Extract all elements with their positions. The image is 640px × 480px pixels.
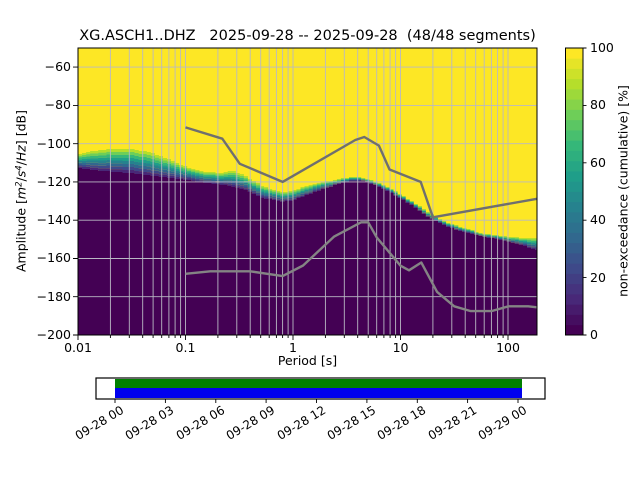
x-tick-label: 0.01 <box>64 340 92 355</box>
y-tick-label: −100 <box>36 135 71 151</box>
plot-frame <box>77 47 538 336</box>
x-tick-label: 10 <box>392 340 409 355</box>
y-tick-label: −180 <box>36 288 71 304</box>
low-noise-model-line <box>185 221 538 313</box>
colorbar-step <box>565 201 583 213</box>
colorbar-label: non-exceedance (cumulative) [%] <box>615 85 631 297</box>
colorbar-tick-label: 100 <box>590 40 614 55</box>
colorbar-step <box>565 89 583 100</box>
colorbar-step <box>565 242 583 254</box>
colorbar-step <box>565 222 583 233</box>
colorbar-step <box>565 294 583 305</box>
colorbar-step <box>565 119 583 131</box>
colorbar-step <box>565 191 583 203</box>
ppsd-dark-region <box>78 168 537 335</box>
colorbar-step <box>565 314 583 326</box>
y-tick-label: −140 <box>36 212 71 228</box>
y-axis-label-part: 4 <box>14 165 24 171</box>
colorbar-step <box>565 324 583 336</box>
colorbar-step <box>565 99 583 110</box>
colorbar-step <box>565 130 583 141</box>
colorbar-step <box>565 181 583 192</box>
y-tick-label: −80 <box>44 97 71 113</box>
colorbar-step <box>565 109 583 121</box>
colorbar-tick-label: 0 <box>590 327 598 342</box>
high-noise-model-line <box>185 126 538 219</box>
y-axis-label-part: m <box>13 186 29 200</box>
colorbar-step <box>565 304 583 315</box>
y-axis-label: Amplitude [m2/s4/Hz] [dB] <box>14 110 29 272</box>
colorbar-step <box>565 150 583 162</box>
y-axis-label-part: 2 <box>14 181 24 187</box>
colorbar-tick-label: 60 <box>590 154 606 170</box>
colorbar-step <box>565 58 583 69</box>
colorbar-step <box>565 140 583 151</box>
y-tick-label: −200 <box>36 327 71 342</box>
x-tick-label: 100 <box>496 340 520 355</box>
colorbar-step <box>565 68 583 80</box>
y-tick-label: −60 <box>44 59 71 75</box>
colorbar-ticks <box>583 47 587 336</box>
x-axis-label: Period [s] <box>277 353 338 368</box>
colorbar-step <box>565 171 583 182</box>
colorbar-step <box>565 232 583 244</box>
y-axis-label-part: s <box>13 170 29 178</box>
colorbar-step <box>565 212 583 223</box>
colorbar-step <box>565 160 583 172</box>
colorbar-frame <box>565 47 584 336</box>
chart-title: XG.ASCH1..DHZ 2025-09-28 -- 2025-09-28 (… <box>79 28 536 44</box>
colorbar-step <box>565 283 583 295</box>
colorbar-step <box>565 78 583 90</box>
y-axis-label-part: ] [dB] <box>13 110 29 146</box>
y-tick-label: −120 <box>36 173 71 189</box>
colorbar-tick-label: 40 <box>590 212 606 228</box>
axis-ticks <box>73 66 509 340</box>
y-tick-label: −160 <box>36 250 71 266</box>
colorbar-tick-label: 20 <box>590 269 606 285</box>
colorbar-tick-label: 80 <box>590 97 606 113</box>
y-axis-label-part: Hz <box>13 145 29 162</box>
timeline-coverage-bottom <box>115 388 522 398</box>
timeline-coverage-top <box>115 379 522 388</box>
colorbar-step <box>565 263 583 274</box>
y-axis-label-part: Amplitude [ <box>13 199 29 272</box>
x-tick-label: 1 <box>289 340 297 355</box>
colorbar-step <box>565 48 583 59</box>
x-tick-label: 0.1 <box>175 340 196 355</box>
colorbar-step <box>565 253 583 264</box>
timeline-ticks <box>114 399 519 403</box>
colorbar-step <box>565 273 583 285</box>
